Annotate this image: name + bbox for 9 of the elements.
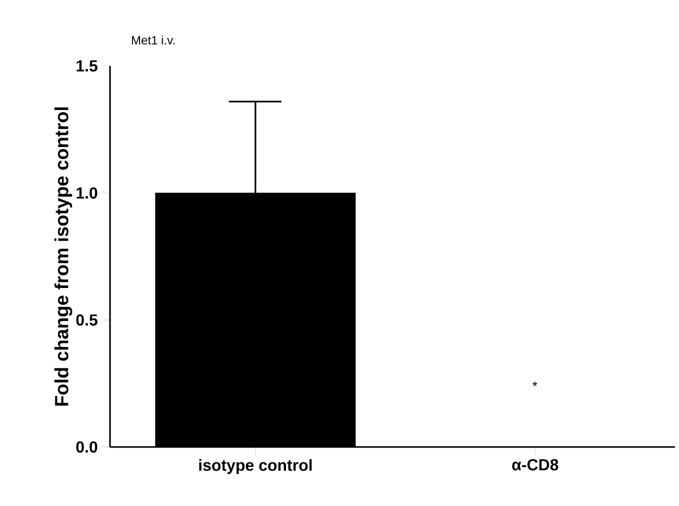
annotation: *: [532, 382, 538, 386]
y-tick-label: 1.0: [76, 187, 98, 199]
chart-title: Met1 i.v.: [132, 36, 174, 44]
y-tick-label: 0.0: [76, 441, 98, 453]
y-tick-label: 0.5: [76, 314, 98, 326]
x-tick-label: α-CD8: [512, 459, 558, 470]
y-tick-label: 1.5: [76, 60, 98, 72]
x-tick-label: isotype control: [199, 459, 312, 474]
y-axis-title: Fold change from isotype control: [54, 107, 72, 406]
